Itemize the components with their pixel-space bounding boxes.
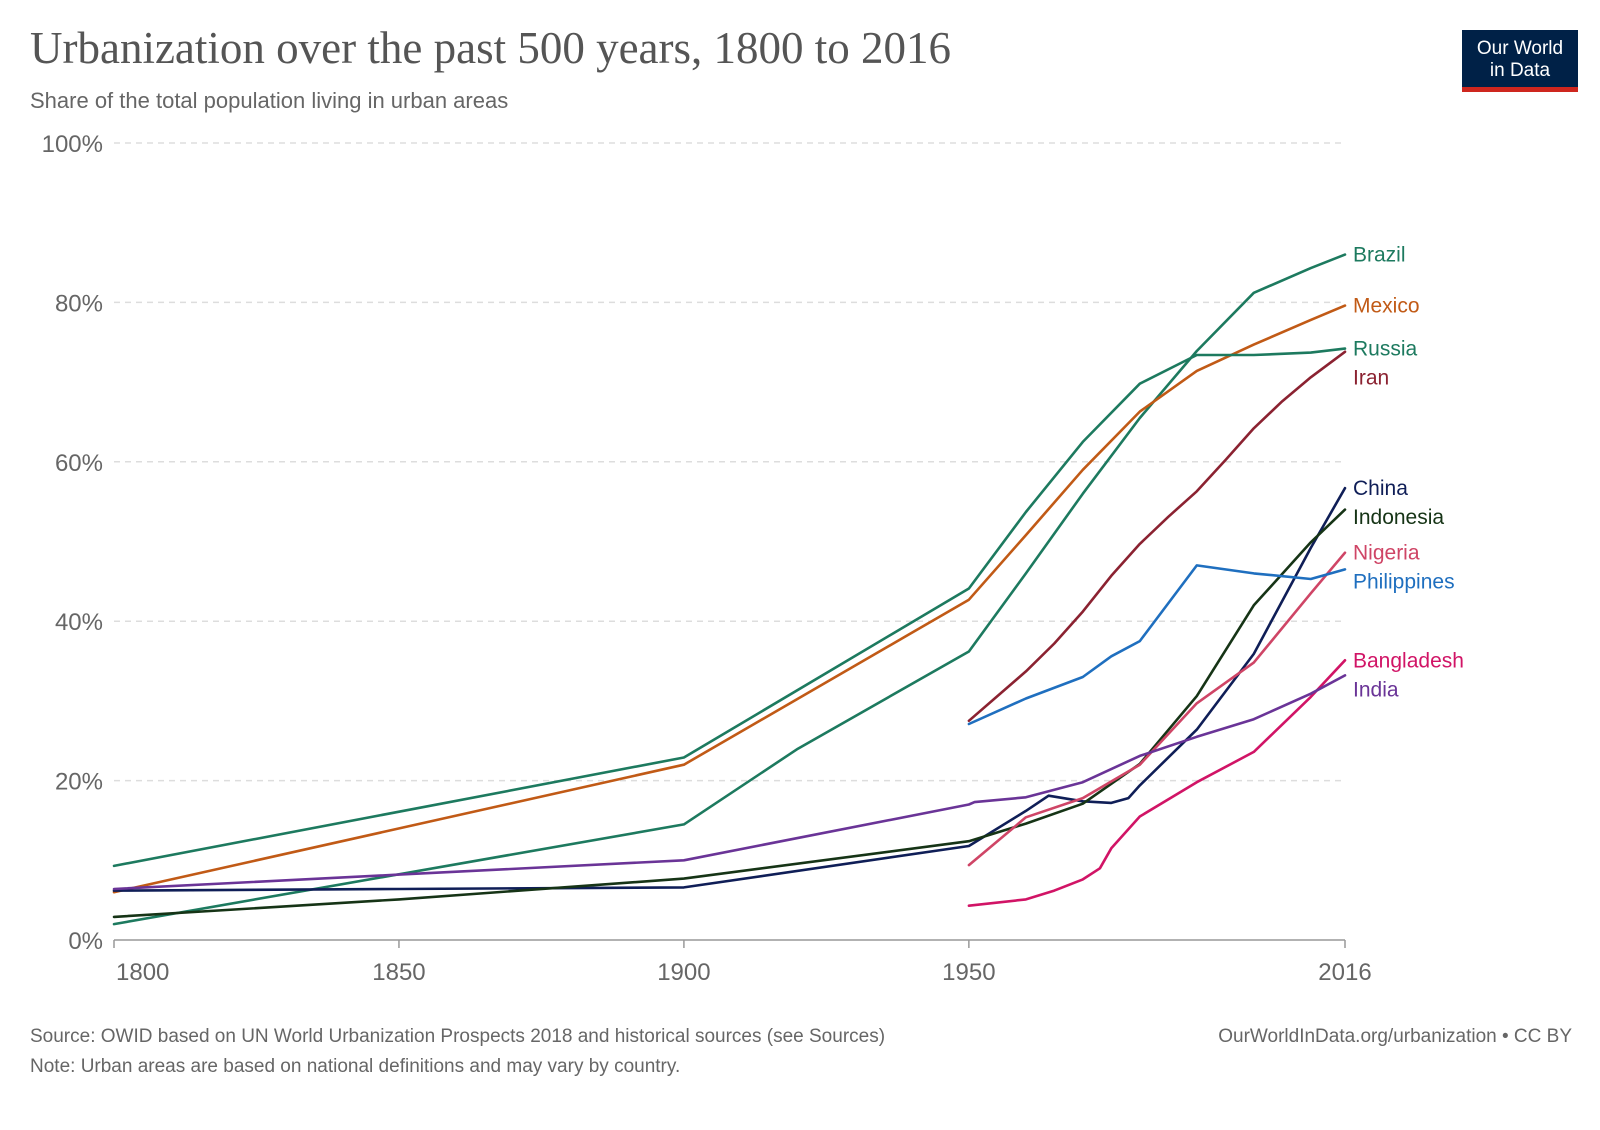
definition-note: Note: Urban areas are based on national …	[30, 1056, 681, 1077]
x-tick-label: 1850	[372, 959, 425, 986]
series-lines	[112, 253, 1347, 926]
series-line-iran[interactable]	[967, 350, 1347, 723]
logo-line-1: Our World	[1476, 38, 1564, 59]
y-tick-label: 80%	[55, 290, 103, 317]
series-label-brazil[interactable]: Brazil	[1353, 244, 1406, 267]
y-tick-label: 0%	[68, 928, 103, 955]
x-axis: 1800 1850 1900 1950 2016	[113, 939, 1372, 986]
series-line-indonesia[interactable]	[112, 508, 1347, 919]
series-line-russia[interactable]	[112, 347, 1347, 868]
series-line-mexico[interactable]	[112, 304, 1347, 894]
series-line-brazil[interactable]	[112, 253, 1347, 926]
x-tick-label: 2016	[1318, 959, 1371, 986]
series-label-bangladesh[interactable]: Bangladesh	[1353, 649, 1464, 672]
y-tick-label: 20%	[55, 769, 103, 796]
x-tick-label: 1900	[657, 959, 710, 986]
series-label-india[interactable]: India	[1353, 678, 1399, 701]
x-tick-label: 1950	[942, 959, 995, 986]
source-url-link[interactable]: OurWorldInData.org/urbanization • CC BY	[1218, 1026, 1572, 1047]
chart-title: Urbanization over the past 500 years, 18…	[30, 23, 952, 73]
chart-subtitle: Share of the total population living in …	[30, 88, 509, 113]
series-label-indonesia[interactable]: Indonesia	[1353, 506, 1444, 529]
y-tick-label: 60%	[55, 450, 103, 477]
series-labels: Brazil Mexico Russia Iran China Indonesia Nige…	[1353, 244, 1464, 702]
series-label-russia[interactable]: Russia	[1353, 338, 1418, 361]
gridlines: 0% 20% 40% 60% 80% 100%	[42, 131, 1345, 955]
y-tick-label: 40%	[55, 609, 103, 636]
series-label-nigeria[interactable]: Nigeria	[1353, 542, 1420, 565]
source-note: Source: OWID based on UN World Urbanizat…	[30, 1026, 886, 1047]
series-line-nigeria[interactable]	[967, 551, 1347, 867]
x-tick-label: 1800	[116, 959, 169, 986]
series-line-bangladesh[interactable]	[967, 659, 1347, 907]
series-label-mexico[interactable]: Mexico	[1353, 295, 1420, 318]
logo-line-2: in Data	[1489, 60, 1551, 81]
series-line-china[interactable]	[112, 486, 1347, 892]
series-label-philippines[interactable]: Philippines	[1353, 571, 1455, 594]
y-tick-label: 100%	[42, 131, 103, 158]
owid-logo[interactable]: Our World in Data	[1462, 30, 1578, 92]
series-line-india[interactable]	[112, 674, 1347, 891]
series-label-china[interactable]: China	[1353, 477, 1408, 500]
series-line-philippines[interactable]	[967, 564, 1347, 726]
series-label-iran[interactable]: Iran	[1353, 367, 1389, 390]
